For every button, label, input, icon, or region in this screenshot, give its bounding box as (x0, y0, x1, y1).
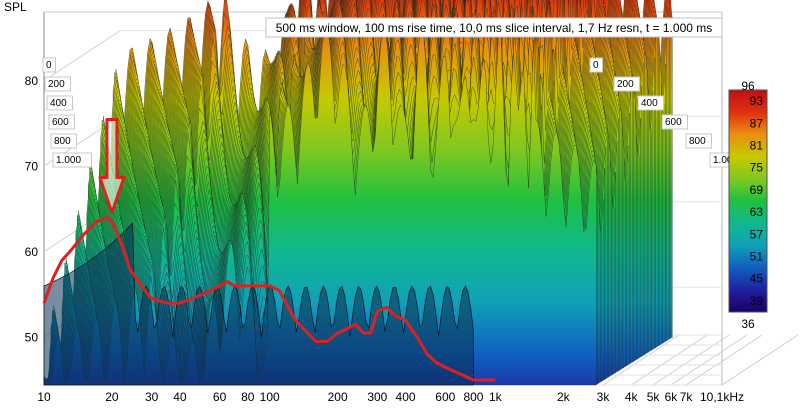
x-tick-label: 600 (435, 390, 455, 404)
x-tick-label: 10 (37, 390, 51, 404)
annotation-arrow (98, 118, 126, 215)
time-tick-label-left: 1.000 (56, 155, 81, 166)
time-tick-label-right: 1.000 (713, 155, 738, 166)
x-tick-label: 20 (105, 390, 119, 404)
grid-line-depth (685, 334, 763, 386)
x-tick-label: 5k (647, 390, 661, 404)
time-tick-box (637, 95, 664, 111)
colorbar-tick-label: 75 (750, 161, 764, 175)
x-tick-label: 7k (680, 390, 694, 404)
time-tick-box (685, 133, 712, 149)
red-trace-line (42, 216, 496, 382)
colorbar-tick-label: 96 (741, 79, 755, 93)
y-tick-label: 90 (25, 0, 39, 2)
x-tick-label: 200 (328, 390, 348, 404)
time-tick-box (661, 114, 688, 130)
time-tick-label-left: 0 (46, 60, 52, 71)
x-tick-label: 10,1kHz (700, 390, 744, 404)
colorbar-tick-label: 81 (750, 139, 764, 153)
grid-line-depth (652, 334, 730, 386)
x-tick-label: 30 (145, 390, 159, 404)
colorbar (728, 89, 768, 313)
colorbar-tick-label: 39 (750, 294, 764, 308)
x-tick-label: 300 (367, 390, 387, 404)
grid-line-depth (602, 334, 680, 386)
time-tick-box (52, 152, 92, 168)
x-tick-label: 3k (597, 390, 611, 404)
time-tick-label-right: 0 (593, 60, 599, 71)
grid-line-depth (670, 334, 748, 386)
colorbar-tick-label: 45 (750, 272, 764, 286)
chart-title: 500 ms window, 100 ms rise time, 10,0 ms… (276, 21, 713, 35)
time-tick-box (44, 76, 71, 92)
x-tick-label: 60 (213, 390, 227, 404)
grid-line-depth (630, 334, 708, 386)
x-tick-label: 100 (260, 390, 280, 404)
time-tick-label-left: 600 (52, 117, 69, 128)
time-tick-label-left: 200 (48, 79, 65, 90)
x-tick-label: 6k (665, 390, 679, 404)
colorbar-tick-label: 87 (750, 116, 764, 130)
y-tick-label: 50 (25, 330, 39, 344)
time-tick-label-right: 200 (617, 79, 634, 90)
time-tick-box (46, 95, 73, 111)
x-tick-label: 800 (463, 390, 483, 404)
time-tick-box (48, 114, 75, 130)
colorbar-tick-label: 57 (750, 227, 764, 241)
colorbar-tick-label: 63 (750, 205, 764, 219)
x-tick-label: 1k (489, 390, 503, 404)
y-tick-label: 80 (25, 74, 39, 88)
time-tick-box (42, 57, 56, 73)
y-tick-label: 60 (25, 245, 39, 259)
y-tick-label: 70 (25, 159, 39, 173)
grid-line-depth (721, 334, 799, 386)
x-tick-label: 40 (173, 390, 187, 404)
time-tick-label-right: 800 (689, 136, 706, 147)
colorbar-tick-label: 51 (750, 250, 764, 264)
time-tick-label-left: 400 (50, 98, 67, 109)
x-tick-label: 400 (396, 390, 416, 404)
colorbar-tick-label: 36 (741, 317, 755, 331)
time-tick-box (589, 57, 603, 73)
title-box (265, 17, 723, 38)
x-tick-label: 80 (241, 390, 255, 404)
colorbar-tick-label: 69 (750, 183, 764, 197)
time-tick-box (50, 133, 77, 149)
front-slice (43, 222, 474, 386)
grid-line-wall (43, 30, 121, 82)
colorbar-tick-label: 93 (750, 94, 764, 108)
x-tick-label: 2k (557, 390, 571, 404)
y-axis-title: SPL (4, 0, 27, 14)
x-tick-label: 4k (625, 390, 639, 404)
time-tick-label-left: 800 (54, 136, 71, 147)
time-tick-box (613, 76, 640, 92)
time-tick-label-right: 600 (665, 117, 682, 128)
time-tick-label-right: 400 (641, 98, 658, 109)
